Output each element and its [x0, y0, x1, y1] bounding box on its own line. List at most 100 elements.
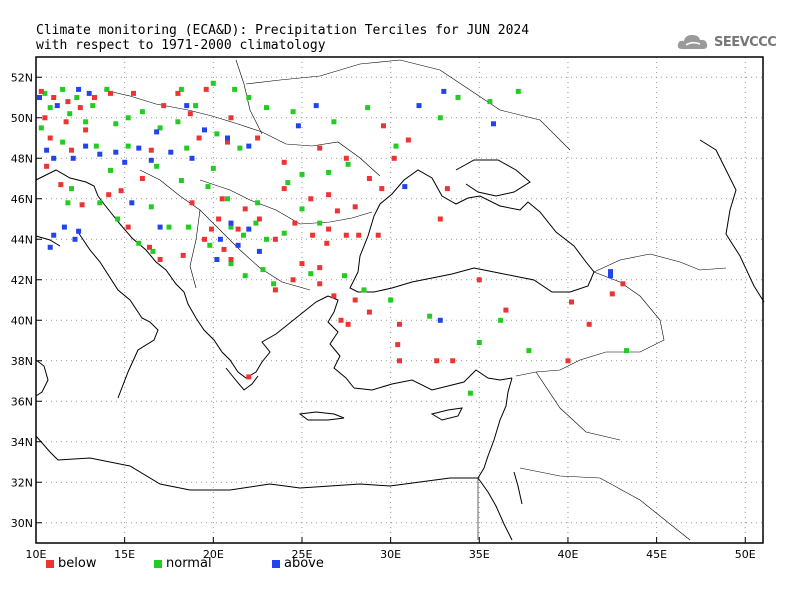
station-above	[157, 224, 163, 230]
x-tick-label: 20E	[203, 548, 224, 561]
station-normal	[225, 196, 230, 202]
station-below	[326, 192, 332, 198]
station-above	[136, 145, 142, 151]
station-normal	[317, 220, 323, 226]
station-normal	[97, 200, 103, 206]
station-normal	[60, 139, 66, 145]
legend-label-normal: normal	[166, 556, 212, 571]
station-below	[58, 182, 64, 188]
cloud-icon	[677, 35, 708, 49]
station-normal	[38, 125, 44, 131]
station-normal	[299, 206, 305, 212]
station-above	[608, 273, 613, 279]
station-below	[310, 232, 316, 238]
station-above	[54, 103, 60, 109]
station-above	[129, 200, 135, 206]
station-below	[228, 257, 234, 262]
station-above	[437, 317, 443, 323]
station-below	[125, 224, 131, 230]
station-below	[381, 123, 386, 129]
station-normal	[207, 242, 213, 248]
station-normal	[393, 143, 399, 149]
station-below	[161, 103, 167, 109]
cyprus	[430, 407, 463, 421]
station-normal	[154, 163, 160, 169]
station-normal	[60, 86, 66, 92]
station-above	[184, 103, 190, 109]
station-below	[317, 265, 323, 271]
station-below	[331, 293, 337, 299]
station-normal	[90, 103, 96, 109]
station-below	[209, 226, 214, 232]
y-tick-label: 50N	[11, 112, 33, 125]
station-above	[228, 220, 234, 226]
station-normal	[427, 313, 433, 319]
station-below	[69, 147, 74, 153]
x-tick-label: 30E	[380, 548, 401, 561]
station-below	[338, 317, 344, 323]
station-normal	[515, 88, 521, 94]
station-above	[86, 90, 92, 96]
station-below	[397, 358, 402, 364]
coastline-sardinia	[35, 359, 49, 397]
station-normal	[342, 273, 347, 279]
station-below	[317, 281, 323, 287]
coastline-north-africa	[35, 435, 478, 491]
coastline-levant	[477, 377, 513, 479]
station-below	[450, 358, 456, 364]
station-normal	[253, 220, 259, 226]
station-above	[122, 159, 128, 165]
coastline-red-sea	[477, 477, 513, 541]
station-below	[290, 277, 296, 283]
station-below	[202, 236, 207, 242]
station-normal	[148, 204, 154, 210]
map-frame	[35, 56, 764, 544]
station-below	[379, 186, 385, 192]
station-below	[83, 127, 89, 133]
station-above	[256, 248, 262, 254]
station-below	[187, 111, 193, 117]
station-below	[345, 321, 351, 327]
station-below	[79, 202, 85, 208]
station-normal	[326, 169, 332, 175]
station-below	[196, 135, 202, 141]
station-below	[375, 232, 381, 238]
x-tick-label: 40E	[557, 548, 578, 561]
station-normal	[47, 105, 53, 111]
station-above	[47, 244, 53, 250]
station-below	[255, 135, 261, 141]
x-tick-label: 45E	[646, 548, 667, 561]
y-tick-label: 46N	[11, 193, 33, 206]
station-normal	[69, 186, 74, 192]
station-below	[366, 176, 372, 181]
station-normal	[264, 236, 269, 242]
coastline-greece	[195, 295, 329, 379]
station-normal	[271, 281, 277, 287]
station-below	[434, 358, 440, 364]
station-above	[246, 143, 252, 149]
legend-swatch-below	[46, 559, 54, 568]
border-balkan-1	[139, 169, 311, 291]
station-above	[402, 184, 408, 190]
station-above	[97, 151, 103, 157]
station-above	[202, 127, 207, 133]
station-normal	[125, 115, 131, 121]
station-below	[131, 90, 136, 96]
border-saudi	[519, 467, 691, 541]
station-below	[139, 176, 145, 181]
y-tick-label: 40N	[11, 314, 33, 327]
station-below	[180, 252, 186, 258]
station-above	[608, 269, 613, 275]
station-below	[352, 297, 358, 303]
coastline-dalmatia	[97, 195, 197, 319]
seevccc-logo: SEEVCCC	[676, 32, 777, 52]
station-normal	[255, 200, 261, 206]
station-above	[51, 155, 57, 161]
border-caucasus	[593, 253, 727, 273]
station-normal	[308, 271, 314, 277]
station-normal	[83, 119, 89, 125]
station-normal	[74, 95, 80, 100]
station-below	[299, 261, 305, 267]
station-normal	[241, 232, 246, 238]
station-below	[308, 196, 314, 202]
